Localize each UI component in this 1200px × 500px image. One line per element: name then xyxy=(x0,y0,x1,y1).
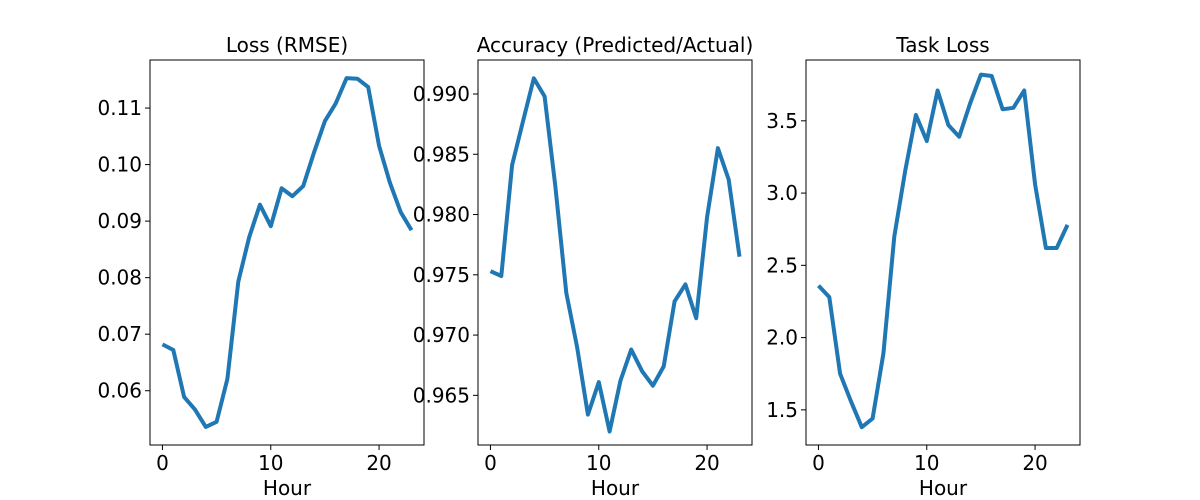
accuracy-axes-frame xyxy=(477,59,753,446)
loss-xlabel: Hour xyxy=(263,476,312,500)
loss-ytick-label: 0.07 xyxy=(97,322,142,346)
task-loss-axes-frame xyxy=(805,59,1081,446)
loss-axes-frame xyxy=(149,59,425,446)
loss-title: Loss (RMSE) xyxy=(226,33,348,57)
task-loss-xtick-label: 10 xyxy=(914,451,939,475)
loss-ytick-label: 0.08 xyxy=(97,266,142,290)
loss-ytick-label: 0.10 xyxy=(97,153,142,177)
accuracy-ytick-label: 0.980 xyxy=(413,203,470,227)
loss-ytick-label: 0.11 xyxy=(97,96,142,120)
task-loss-xtick-label: 0 xyxy=(812,451,825,475)
accuracy-xlabel: Hour xyxy=(591,476,640,500)
accuracy-xtick-label: 0 xyxy=(484,451,497,475)
loss-xtick-label: 10 xyxy=(258,451,283,475)
task-loss-ytick-label: 2.0 xyxy=(766,326,798,350)
loss-ytick-label: 0.06 xyxy=(97,379,142,403)
loss-series-line xyxy=(161,76,414,429)
accuracy-ytick-label: 0.975 xyxy=(413,263,470,287)
task-loss-xtick-label: 20 xyxy=(1022,451,1047,475)
task-loss-series-line xyxy=(817,72,1070,430)
accuracy-panel: Accuracy (Predicted/Actual) Hour 0 10 20 0.… xyxy=(413,33,754,500)
loss-panel: Loss (RMSE) Hour 0 10 20 0.06 0.07 0.08 0.09 0.… xyxy=(97,33,425,500)
task-loss-panel: Task Loss Hour 0 10 20 1.5 2.0 2.5 3.0 3.5 xyxy=(766,33,1081,500)
accuracy-title: Accuracy (Predicted/Actual) xyxy=(477,33,754,57)
task-loss-ytick-label: 3.0 xyxy=(766,181,798,205)
accuracy-ytick-label: 0.970 xyxy=(413,323,470,347)
task-loss-ytick-label: 3.5 xyxy=(766,109,798,133)
loss-ytick-label: 0.09 xyxy=(97,209,142,233)
accuracy-xtick-label: 10 xyxy=(586,451,611,475)
accuracy-ytick-label: 0.965 xyxy=(413,383,470,407)
accuracy-xtick-label: 20 xyxy=(694,451,719,475)
accuracy-series-line xyxy=(489,76,742,434)
accuracy-ytick-label: 0.990 xyxy=(413,82,470,106)
accuracy-ytick-label: 0.985 xyxy=(413,142,470,166)
task-loss-ytick-label: 1.5 xyxy=(766,398,798,422)
loss-xtick-label: 20 xyxy=(366,451,391,475)
task-loss-ytick-label: 2.5 xyxy=(766,253,798,277)
loss-xtick-label: 0 xyxy=(156,451,169,475)
task-loss-title: Task Loss xyxy=(895,33,989,57)
task-loss-xlabel: Hour xyxy=(919,476,968,500)
